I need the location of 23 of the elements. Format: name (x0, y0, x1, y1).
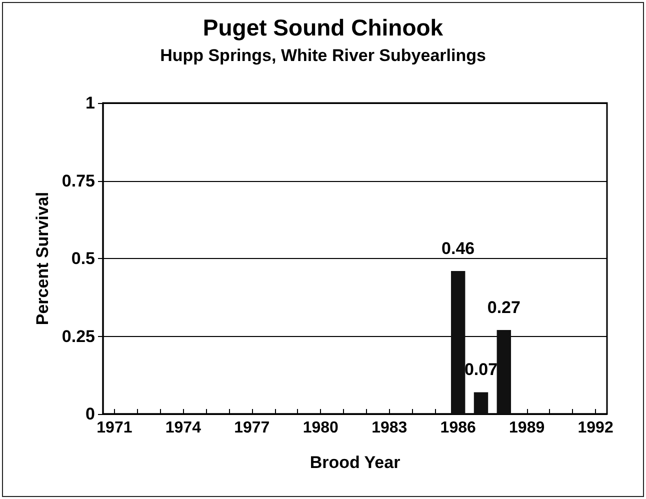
x-tick-label: 1974 (165, 420, 202, 436)
chart-subtitle: Hupp Springs, White River Subyearlings (160, 46, 486, 65)
bar (450, 270, 466, 414)
data-label: 0.07 (464, 360, 498, 380)
y-tick-label: 0.25 (62, 326, 95, 346)
x-tick-label: 1977 (234, 420, 270, 436)
y-tick-label: 1 (86, 94, 95, 112)
x-tick-label: 1989 (509, 420, 545, 436)
bar (474, 392, 488, 414)
y-axis-title: Percent Survival (33, 192, 52, 326)
y-tick-label: 0.75 (62, 171, 95, 190)
y-tick-label: 0 (86, 404, 95, 424)
x-tick-label: 1986 (440, 420, 476, 436)
x-tick-label: 1992 (578, 420, 614, 436)
x-axis-title: Brood Year (310, 453, 401, 472)
x-tick-label: 1980 (302, 420, 339, 436)
x-tick-label: 1971 (96, 420, 132, 436)
data-label: 0.46 (442, 238, 475, 258)
x-tick-label: 1983 (372, 420, 408, 436)
y-tick-label: 0.5 (71, 249, 95, 268)
chart-title: Puget Sound Chinook (202, 14, 444, 40)
bar (496, 330, 512, 414)
data-label: 0.27 (487, 298, 520, 318)
